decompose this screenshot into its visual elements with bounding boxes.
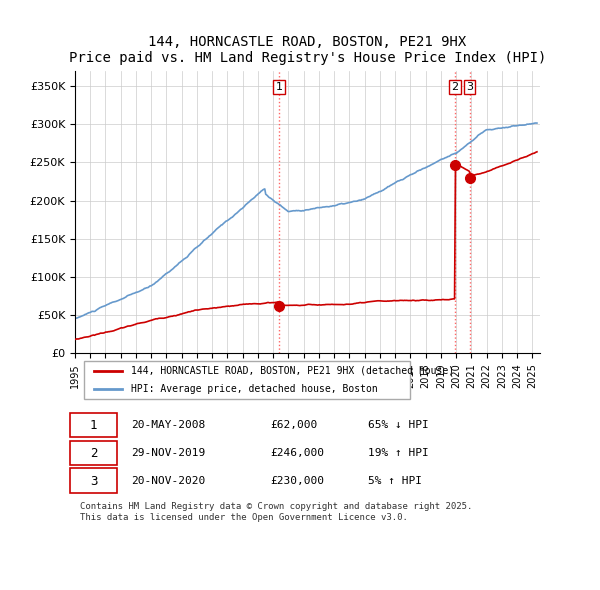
Text: 65% ↓ HPI: 65% ↓ HPI — [368, 420, 428, 430]
Text: £230,000: £230,000 — [270, 476, 324, 486]
FancyBboxPatch shape — [70, 468, 117, 493]
Text: HPI: Average price, detached house, Boston: HPI: Average price, detached house, Bost… — [131, 384, 377, 394]
Text: 3: 3 — [466, 82, 473, 92]
FancyBboxPatch shape — [84, 361, 410, 399]
Text: 20-MAY-2008: 20-MAY-2008 — [131, 420, 205, 430]
Text: 3: 3 — [90, 475, 97, 488]
Text: 19% ↑ HPI: 19% ↑ HPI — [368, 448, 428, 458]
Text: 1: 1 — [90, 419, 97, 432]
Text: £246,000: £246,000 — [270, 448, 324, 458]
Text: 1: 1 — [275, 82, 283, 92]
Text: 29-NOV-2019: 29-NOV-2019 — [131, 448, 205, 458]
Text: 2: 2 — [90, 447, 97, 460]
Title: 144, HORNCASTLE ROAD, BOSTON, PE21 9HX
Price paid vs. HM Land Registry's House P: 144, HORNCASTLE ROAD, BOSTON, PE21 9HX P… — [69, 35, 546, 65]
Text: 5% ↑ HPI: 5% ↑ HPI — [368, 476, 422, 486]
Text: 20-NOV-2020: 20-NOV-2020 — [131, 476, 205, 486]
Text: 144, HORNCASTLE ROAD, BOSTON, PE21 9HX (detached house): 144, HORNCASTLE ROAD, BOSTON, PE21 9HX (… — [131, 366, 454, 376]
Text: £62,000: £62,000 — [270, 420, 317, 430]
Text: 2: 2 — [451, 82, 458, 92]
FancyBboxPatch shape — [70, 441, 117, 465]
FancyBboxPatch shape — [70, 412, 117, 437]
Text: Contains HM Land Registry data © Crown copyright and database right 2025.
This d: Contains HM Land Registry data © Crown c… — [80, 503, 472, 522]
